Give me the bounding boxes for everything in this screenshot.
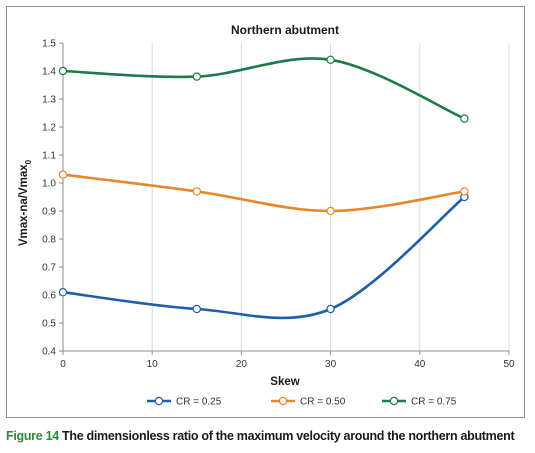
line-chart: Northern abutment 0 10 20 30 40 50 0.40.50.60… [18, 23, 515, 408]
x-tick-label: 40 [414, 359, 426, 370]
y-tick-label: 1.5 [42, 39, 56, 50]
series-line [61, 195, 466, 320]
y-tick-label: 1.0 [42, 179, 56, 190]
legend-swatch-marker [389, 396, 399, 406]
y-tick-label: 0.6 [42, 291, 56, 302]
legend-label: CR = 0.50 [300, 397, 346, 408]
series-1 [58, 192, 469, 320]
legend-label: CR = 0.75 [411, 397, 457, 408]
y-axis-ticks: 0.4 0.5 0.6 0.7 0.8 0.9 1.0 1.1 1.2 1.3 1.4 1.5 [42, 39, 63, 358]
legend: CR = 0.25 CR = 0.50 CR = 0.75 [147, 397, 457, 408]
figure-label: Figure 14 [6, 429, 59, 443]
x-axis-ticks: 0 10 20 30 40 50 [60, 351, 515, 370]
y-tick-label: 0.7 [42, 263, 56, 274]
y-tick-label: 1.2 [42, 123, 56, 134]
data-point [192, 72, 201, 81]
x-tick-label: 0 [60, 359, 66, 370]
x-tick-label: 50 [503, 359, 515, 370]
series-line [61, 57, 466, 120]
legend-label: CR = 0.25 [176, 397, 222, 408]
y-tick-label: 0.9 [42, 207, 56, 218]
y-axis-label-main: Vmax-na/Vmax [18, 164, 30, 246]
x-tick-label: 10 [147, 359, 159, 370]
legend-swatch-marker [154, 396, 164, 406]
data-point [460, 187, 469, 196]
data-point [326, 304, 335, 314]
legend-swatch-marker [278, 396, 288, 406]
chart-frame: Northern abutment 0 10 20 30 40 50 0.4 0.5 0.6 0… [6, 6, 525, 418]
y-tick-label: 1.3 [42, 95, 56, 106]
legend-item: CR = 0.25 [147, 397, 222, 408]
x-tick-label: 30 [325, 359, 337, 370]
y-axis-label-subscript: 0 [24, 159, 33, 164]
chart-title: Northern abutment [231, 23, 339, 37]
y-tick-label: 0.8 [42, 235, 56, 246]
data-point [58, 288, 68, 297]
y-tick-label: 0.5 [42, 319, 56, 330]
data-point [326, 55, 335, 65]
series-group [58, 55, 469, 320]
data-point [460, 114, 469, 123]
data-point [58, 170, 68, 179]
y-tick-label: 1.1 [42, 151, 56, 162]
data-point [192, 187, 201, 196]
y-tick-label: 0.4 [42, 347, 56, 358]
legend-item: CR = 0.50 [271, 397, 346, 408]
axes [62, 43, 509, 352]
figure-caption: Figure 14 The dimensionless ratio of the… [6, 429, 531, 443]
x-tick-label: 20 [236, 359, 248, 370]
x-axis-label: Skew [270, 376, 299, 388]
series-line [61, 173, 466, 213]
data-point [326, 206, 335, 216]
figure-caption-text: The dimensionless ratio of the maximum v… [58, 429, 515, 443]
series-2 [58, 170, 469, 216]
y-tick-label: 1.4 [42, 67, 56, 78]
y-axis-label: Vmax-na/Vmax0 [18, 159, 33, 246]
data-point [58, 66, 68, 76]
grid-lines [151, 43, 510, 351]
legend-item: CR = 0.75 [382, 397, 457, 408]
data-point [192, 304, 201, 314]
series-3 [58, 55, 469, 123]
